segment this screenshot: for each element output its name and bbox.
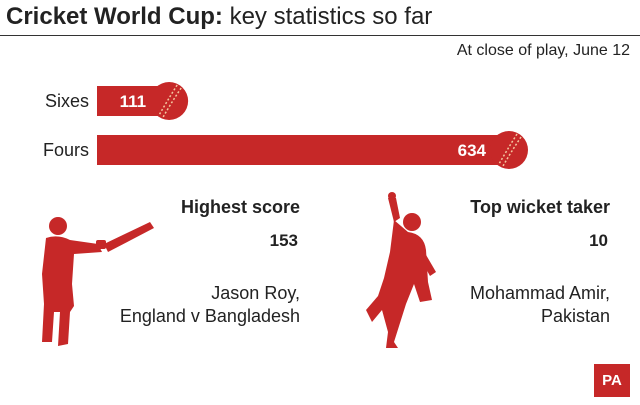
highest-score-match: England v Bangladesh	[119, 306, 300, 326]
top-wicket-taker-value: 10	[589, 231, 608, 250]
chart-subtitle: At close of play, June 12	[456, 42, 630, 59]
cricket-ball-icon	[490, 131, 528, 169]
chart-title-rest: key statistics so far	[222, 3, 433, 30]
bowler-silhouette-icon	[366, 192, 436, 348]
value-label-sixes: 111	[120, 92, 147, 111]
category-label-fours: Fours	[43, 140, 89, 160]
cricket-ball-icon	[150, 82, 189, 120]
highest-score-value: 153	[269, 231, 298, 250]
title-divider	[0, 35, 640, 36]
top-wicket-taker-country: Pakistan	[540, 306, 610, 326]
chart-title-bold: Cricket World Cup:	[6, 3, 223, 30]
top-wicket-taker-heading: Top wicket taker	[470, 197, 610, 217]
ball-seam	[498, 133, 518, 165]
bar-fours	[97, 135, 509, 165]
ball-seam	[162, 87, 182, 118]
category-label-sixes: Sixes	[45, 91, 89, 111]
batsman-silhouette-icon	[42, 217, 154, 346]
bar-chart: Sixes 111 Fours 634	[43, 82, 528, 169]
ball-seam	[158, 84, 178, 116]
highest-score-heading: Highest score	[180, 197, 300, 217]
value-label-fours: 634	[458, 141, 487, 160]
highest-score-player: Jason Roy,	[211, 283, 300, 303]
chart-title: Cricket World Cup: key statistics so far	[6, 2, 432, 32]
pa-logo: PA	[594, 364, 630, 397]
top-wicket-taker-player: Mohammad Amir,	[469, 283, 610, 303]
ball-seam	[502, 136, 522, 167]
